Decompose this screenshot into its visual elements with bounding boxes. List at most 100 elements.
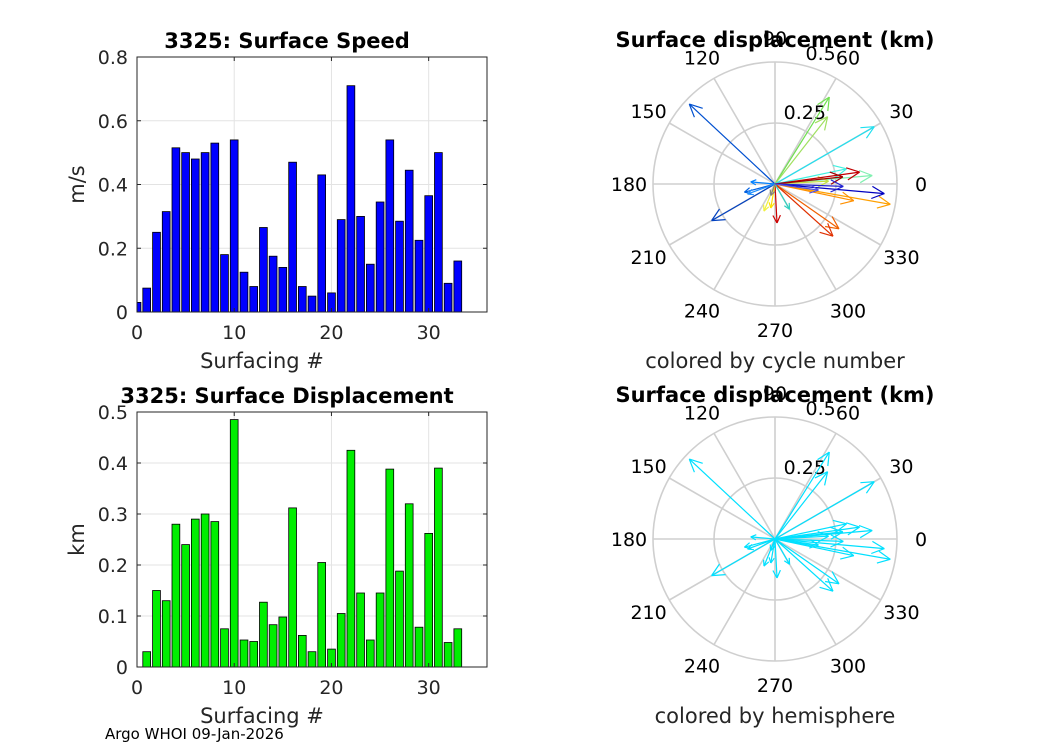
angle-label: 60 bbox=[836, 48, 860, 70]
angle-label: 210 bbox=[630, 602, 666, 624]
displacement-vector bbox=[774, 538, 891, 564]
bar bbox=[404, 503, 414, 668]
y-tick-label: 0.4 bbox=[98, 453, 128, 475]
displacement-vector bbox=[774, 538, 885, 555]
displacement-vector bbox=[774, 116, 829, 185]
angle-label: 330 bbox=[883, 602, 919, 624]
chart-title: 3325: Surface Speed bbox=[164, 29, 410, 53]
displacement-vector bbox=[774, 183, 855, 205]
vector-shaft bbox=[774, 471, 829, 540]
bar bbox=[395, 220, 404, 313]
bar bbox=[268, 624, 278, 668]
vector-head bbox=[763, 206, 770, 212]
vector-head bbox=[689, 103, 703, 109]
x-tick-label: 30 bbox=[417, 322, 441, 344]
vector-shaft bbox=[774, 523, 847, 540]
polar-chart-cycle: 03060901201501802102402703003300.250.5Su… bbox=[611, 28, 935, 373]
angle-label: 0 bbox=[915, 174, 927, 196]
chart-title: 3325: Surface Displacement bbox=[120, 384, 453, 408]
bar bbox=[152, 590, 161, 668]
bar bbox=[181, 544, 190, 668]
displacement-vector bbox=[774, 164, 847, 185]
vector-head bbox=[769, 544, 772, 551]
bar bbox=[336, 613, 346, 668]
bar bbox=[346, 85, 356, 313]
bar bbox=[317, 562, 326, 668]
vector-head bbox=[846, 522, 860, 528]
vector-head bbox=[747, 193, 754, 196]
displacement-vector bbox=[747, 538, 776, 551]
vector-head bbox=[810, 184, 819, 191]
vector-head bbox=[859, 174, 873, 184]
vector-head bbox=[747, 548, 754, 551]
bar bbox=[200, 513, 210, 668]
vector-head bbox=[830, 540, 844, 548]
vector-head bbox=[865, 481, 875, 494]
vector-head bbox=[747, 543, 753, 550]
angle-label: 300 bbox=[830, 300, 866, 322]
vector-shaft bbox=[774, 538, 778, 579]
vector-head bbox=[819, 231, 834, 237]
y-tick-label: 0.2 bbox=[98, 555, 128, 577]
vector-head bbox=[858, 169, 873, 177]
displacement-vector bbox=[774, 538, 834, 592]
vector-shaft bbox=[770, 538, 776, 564]
x-axis-label: Surfacing # bbox=[200, 704, 324, 728]
bar bbox=[220, 628, 229, 668]
bar bbox=[259, 227, 268, 313]
bar bbox=[161, 211, 171, 313]
vector-shaft bbox=[774, 538, 891, 560]
vector-head bbox=[827, 97, 830, 112]
displacement-vector bbox=[769, 538, 776, 551]
vector-head bbox=[878, 195, 891, 205]
angle-label: 120 bbox=[684, 48, 720, 70]
vector-head bbox=[865, 126, 875, 139]
bar bbox=[424, 533, 433, 668]
bar bbox=[375, 201, 385, 313]
bar bbox=[278, 616, 288, 668]
displacement-vector bbox=[774, 519, 847, 540]
displacement-vector bbox=[750, 534, 776, 541]
y-axis-label: m/s bbox=[65, 165, 89, 203]
vector-head bbox=[783, 205, 790, 210]
vector-head bbox=[763, 561, 770, 567]
vector-head bbox=[831, 216, 840, 230]
vector-shaft bbox=[774, 538, 834, 592]
bar bbox=[229, 139, 239, 313]
vector-head bbox=[772, 570, 778, 579]
bar bbox=[453, 260, 463, 313]
y-tick-label: 0.1 bbox=[98, 606, 128, 628]
vector-head bbox=[776, 569, 781, 579]
displacement-vector bbox=[774, 183, 791, 210]
vector-head bbox=[858, 524, 873, 532]
bar bbox=[190, 158, 200, 313]
vector-head bbox=[688, 103, 695, 118]
vector-shaft bbox=[774, 538, 840, 585]
bar bbox=[414, 239, 424, 313]
vector-shaft bbox=[688, 103, 776, 185]
vector-shaft bbox=[774, 168, 847, 185]
bar bbox=[375, 592, 385, 668]
angle-label: 300 bbox=[830, 655, 866, 677]
vector-head bbox=[744, 187, 750, 193]
bar-chart-speed: 0 0.2 0.4 0.6 0.8 0 10 20 30 3325: Surface Speed S… bbox=[65, 29, 488, 373]
angle-label: 30 bbox=[889, 456, 913, 478]
vector-head bbox=[831, 571, 840, 585]
angle-label: 30 bbox=[889, 101, 913, 123]
vector-head bbox=[783, 560, 790, 565]
y-tick-label: 0.5 bbox=[98, 402, 128, 424]
vector-shaft bbox=[774, 531, 843, 540]
bar bbox=[443, 642, 453, 668]
vector-head bbox=[876, 558, 891, 564]
angle-label: 90 bbox=[763, 383, 787, 405]
vector-head bbox=[871, 548, 885, 555]
y-tick-label: 0.3 bbox=[98, 504, 128, 526]
bar bbox=[152, 231, 161, 313]
y-tick-label: 0.4 bbox=[98, 175, 128, 197]
vector-head bbox=[842, 191, 855, 202]
vector-shaft bbox=[774, 183, 854, 202]
bar bbox=[317, 174, 326, 313]
bar bbox=[385, 139, 395, 313]
displacement-vector bbox=[774, 183, 885, 200]
